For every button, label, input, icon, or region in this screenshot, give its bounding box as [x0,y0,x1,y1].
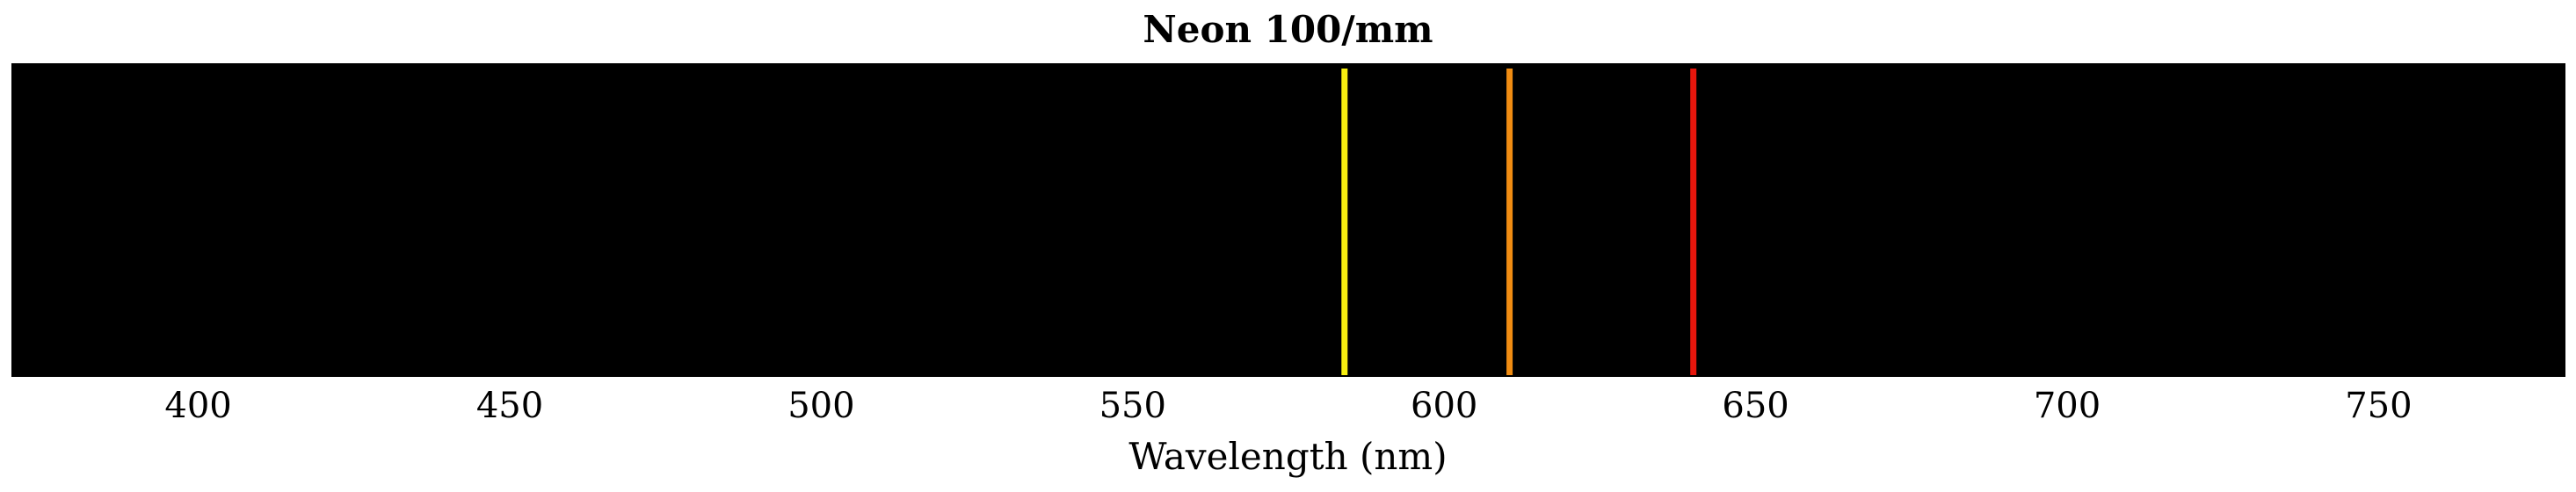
chart-title: Neon 100/mm [1143,8,1433,51]
spectrum-plot-area [11,63,2565,377]
emission-line-1 [1506,69,1513,375]
x-tick-label-7: 750 [2345,386,2412,426]
x-tick-label-3: 550 [1099,386,1166,426]
x-tick-label-2: 500 [787,386,854,426]
x-tick-label-1: 450 [476,386,543,426]
x-tick-label-6: 700 [2034,386,2101,426]
x-axis-label: Wavelength (nm) [1128,435,1447,478]
x-tick-label-4: 600 [1411,386,1477,426]
x-axis-ticks: 400 450 500 550 600 650 700 750 [164,386,2412,426]
x-tick-label-5: 650 [1722,386,1789,426]
emission-line-2 [1690,69,1697,375]
emission-line-0 [1341,69,1348,375]
emission-lines [1341,69,1697,375]
x-tick-label-0: 400 [164,386,231,426]
